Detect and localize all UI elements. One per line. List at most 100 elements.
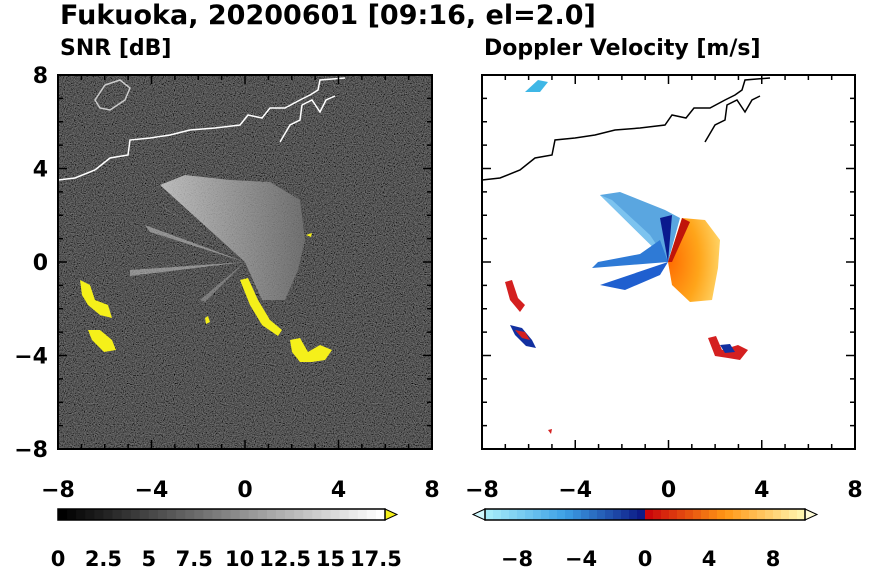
snr-colorbar-cell	[303, 509, 313, 520]
doppler-colorbar-cell	[661, 509, 670, 520]
doppler-colorbar-cell	[605, 509, 614, 520]
doppler-coastline	[482, 77, 771, 181]
snr-colorbar-cell	[94, 509, 104, 520]
snr-colorbar	[57, 508, 399, 521]
doppler-colorbar-cell	[709, 509, 718, 520]
doppler-colorbar-cell	[733, 509, 742, 520]
doppler-colorbar-cell	[501, 509, 510, 520]
snr-colorbar-cell	[221, 509, 232, 520]
doppler-colorbar-cell	[789, 509, 798, 520]
doppler-colorbar-cell	[741, 509, 750, 520]
snr-colorbar-label: 17.5	[350, 547, 402, 570]
snr-colorbar-label: 10	[225, 547, 254, 570]
doppler-colorbar-cell	[493, 509, 502, 520]
snr-colorbar-label: 7.5	[176, 547, 213, 570]
doppler-colorbar-cell	[637, 509, 646, 520]
snr-colorbar-cell	[157, 509, 168, 520]
snr-xtick-label: 8	[424, 478, 439, 503]
doppler-xtick-label: 8	[847, 478, 862, 503]
doppler-colorbar-cell	[541, 509, 550, 520]
snr-colorbar-cell	[67, 509, 77, 520]
snr-colorbar-cell	[257, 509, 268, 520]
doppler-colorbar-cell	[701, 509, 710, 520]
snr-colorbar-cell	[248, 509, 259, 520]
snr-xtick-label: 0	[237, 478, 252, 503]
doppler-colorbar-cell	[749, 509, 758, 520]
doppler-colorbar-cell	[669, 509, 678, 520]
doppler-colorbar-cell	[517, 509, 526, 520]
snr-colorbar-cell	[239, 509, 250, 520]
snr-colorbar-extend	[384, 508, 399, 521]
doppler-colorbar-label: −4	[565, 547, 597, 570]
doppler-colorbar-cell	[677, 509, 686, 520]
doppler-colorbar-cell	[485, 509, 494, 520]
doppler-colorbar-cell	[621, 509, 630, 520]
snr-xtick-label: −4	[135, 478, 169, 503]
snr-colorbar-label: 12.5	[259, 547, 311, 570]
doppler-colorbar-cell	[589, 509, 598, 520]
doppler-xtick-label: 0	[661, 478, 676, 503]
doppler-colorbar-cell	[581, 509, 590, 520]
doppler-colorbar-cell	[565, 509, 574, 520]
snr-ytick-label: 8	[33, 64, 48, 89]
snr-ytick-label: −8	[14, 438, 48, 463]
doppler-colorbar-cell	[509, 509, 518, 520]
snr-colorbar-cell	[112, 509, 123, 520]
snr-colorbar-cell	[230, 509, 241, 520]
doppler-colorbar-cell	[717, 509, 726, 520]
doppler-colorbar-label: −8	[501, 547, 533, 570]
snr-colorbar-cell	[76, 509, 86, 520]
snr-echo-fan	[160, 175, 305, 300]
snr-colorbar-cell	[103, 509, 113, 520]
snr-colorbar-cell	[294, 509, 304, 520]
doppler-colorbar-cell	[597, 509, 606, 520]
doppler-colorbar-cell	[765, 509, 774, 520]
snr-colorbar-cell	[348, 509, 359, 520]
doppler-colorbar-cell	[797, 509, 806, 520]
snr-colorbar-cell	[330, 509, 341, 520]
snr-colorbar-cell	[176, 509, 186, 520]
panel-title-doppler: Doppler Velocity [m/s]	[484, 36, 761, 61]
snr-clutter-over	[80, 233, 332, 362]
doppler-colorbar-frame	[484, 508, 806, 521]
snr-colorbar-cell	[357, 509, 368, 520]
doppler-colorbar-cell	[613, 509, 622, 520]
doppler-colorbar	[471, 508, 819, 521]
doppler-colorbar-cell	[773, 509, 782, 520]
snr-ytick-label: 4	[33, 158, 48, 183]
doppler-colorbar-cell	[757, 509, 766, 520]
doppler-colorbar-extend-max	[804, 508, 819, 521]
doppler-colorbar-extend-min	[471, 508, 486, 521]
snr-xtick-label: −8	[41, 478, 75, 503]
snr-xtick-label: 4	[331, 478, 346, 503]
snr-colorbar-label: 15	[316, 547, 345, 570]
doppler-colorbar-cell	[781, 509, 790, 520]
snr-colorbar-label: 2.5	[85, 547, 122, 570]
panel-title-snr: SNR [dB]	[60, 36, 171, 61]
snr-colorbar-cell	[276, 509, 286, 520]
doppler-colorbar-cell	[573, 509, 582, 520]
doppler-xtick-label: 4	[754, 478, 769, 503]
snr-colorbar-label: 5	[142, 547, 157, 570]
snr-colorbar-cell	[203, 509, 213, 520]
doppler-colorbar-cell	[557, 509, 566, 520]
doppler-colorbar-cell	[725, 509, 734, 520]
figure-title: Fukuoka, 20200601 [09:16, el=2.0]	[60, 0, 596, 31]
snr-colorbar-cell	[339, 509, 350, 520]
snr-colorbar-cell	[194, 509, 204, 520]
doppler-colorbar-cell	[629, 509, 638, 520]
snr-colorbar-frame	[57, 508, 386, 521]
doppler-xtick-label: −8	[465, 478, 499, 503]
doppler-colorbar-cell	[653, 509, 662, 520]
snr-coastline	[58, 77, 346, 181]
doppler-colorbar-cell	[525, 509, 534, 520]
snr-colorbar-cell	[266, 509, 277, 520]
snr-colorbar-cell	[85, 509, 95, 520]
snr-colorbar-cell	[312, 509, 322, 520]
snr-colorbar-cell	[366, 509, 377, 520]
doppler-colorbar-cell	[533, 509, 542, 520]
snr-ytick-label: 0	[33, 251, 48, 276]
snr-colorbar-cell	[121, 509, 132, 520]
snr-colorbar-cell	[130, 509, 141, 520]
